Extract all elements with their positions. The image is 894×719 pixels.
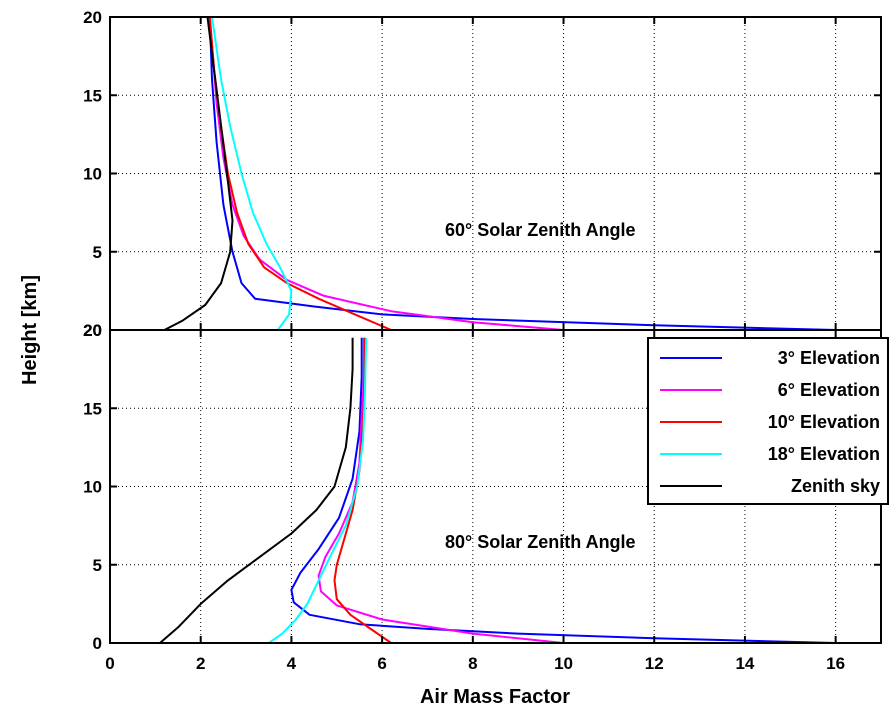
x-tick-label: 6 (377, 654, 386, 673)
y-tick-label: 5 (93, 556, 102, 575)
x-tick-label: 10 (554, 654, 573, 673)
series-line (317, 337, 564, 644)
series-line (159, 337, 354, 644)
x-tick-label: 2 (196, 654, 205, 673)
y-axis-label: Height [km] (19, 275, 41, 385)
bottom-panel-annotation: 80° Solar Zenith Angle (445, 532, 636, 552)
series-line (290, 337, 836, 644)
y-tick-label: 20 (83, 8, 102, 27)
series-line (208, 16, 836, 331)
legend-label: Zenith sky (791, 476, 880, 496)
y-tick-label: 20 (83, 321, 102, 340)
x-tick-label: 14 (735, 654, 754, 673)
bottom-panel-series (159, 337, 836, 644)
x-tick-label: 4 (287, 654, 297, 673)
top-panel-annotation: 60° Solar Zenith Angle (445, 220, 636, 240)
y-tick-label: 10 (83, 165, 102, 184)
y-tick-label: 0 (93, 634, 102, 653)
y-tick-label: 10 (83, 478, 102, 497)
y-tick-label: 20 (83, 321, 102, 340)
legend-label: 18° Elevation (768, 444, 880, 464)
series-line (163, 16, 234, 331)
y-tick-label: 15 (83, 399, 102, 418)
y-tick-label: 15 (83, 86, 102, 105)
y-tick-label: 5 (93, 243, 102, 262)
x-tick-label: 12 (645, 654, 664, 673)
top-panel-grid (110, 17, 881, 330)
legend: 3° Elevation 6° Elevation 10° Elevation 18°… (647, 337, 889, 505)
series-line (211, 16, 293, 331)
legend-label: 10° Elevation (768, 412, 880, 432)
legend-label: 6° Elevation (778, 380, 880, 400)
x-axis-label: Air Mass Factor (420, 686, 570, 708)
series-line (208, 16, 392, 331)
x-tick-label: 0 (105, 654, 114, 673)
top-panel-ticks: 20 15 10 5 20 (83, 8, 881, 340)
series-line (268, 337, 368, 644)
legend-label: 3° Elevation (778, 348, 880, 368)
x-tick-label: 8 (468, 654, 477, 673)
top-panel-series (163, 16, 836, 331)
x-tick-label: 16 (826, 654, 845, 673)
